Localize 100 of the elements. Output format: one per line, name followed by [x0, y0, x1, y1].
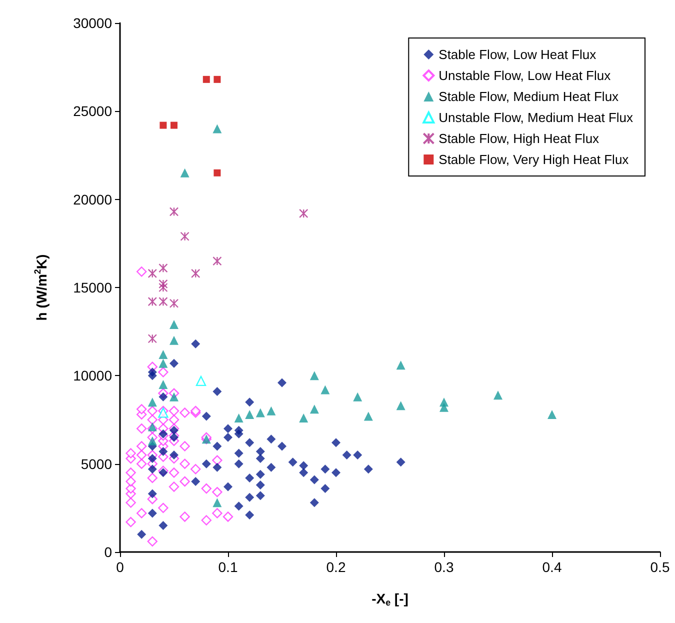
- point: [342, 450, 352, 460]
- point: [440, 402, 448, 412]
- point: [212, 442, 222, 451]
- y-tick-label: 15000: [73, 280, 112, 296]
- point: [256, 454, 265, 464]
- point: [320, 464, 330, 474]
- point: [245, 438, 254, 448]
- point: [288, 458, 298, 467]
- x-tick-label: 0.3: [434, 559, 454, 575]
- point: [158, 392, 168, 402]
- legend-label: Stable Flow, High Heat Flux: [438, 131, 600, 146]
- point: [299, 461, 308, 470]
- point: [224, 432, 232, 442]
- point: [278, 378, 286, 388]
- point: [158, 521, 168, 530]
- point: [245, 510, 254, 520]
- point: [202, 459, 211, 468]
- point: [364, 412, 373, 421]
- point: [158, 264, 168, 273]
- y-tick-label: 30000: [73, 15, 112, 31]
- point: [202, 412, 211, 421]
- point: [353, 392, 362, 402]
- x-tick-label: 0.5: [650, 559, 670, 575]
- point: [310, 475, 319, 484]
- point: [169, 207, 179, 216]
- point: [548, 410, 556, 419]
- point: [158, 468, 168, 478]
- y-axis-title: h (W/m2K): [32, 254, 50, 321]
- point: [191, 339, 200, 348]
- point: [364, 464, 373, 474]
- point: [256, 470, 265, 479]
- point: [170, 336, 178, 345]
- point: [158, 297, 168, 306]
- point: [494, 390, 502, 400]
- point: [310, 404, 319, 414]
- point: [158, 429, 168, 438]
- point: [396, 458, 406, 467]
- point: [299, 468, 308, 478]
- point: [191, 476, 200, 486]
- point: [245, 473, 254, 482]
- point: [180, 168, 190, 178]
- y-tick-label: 0: [104, 544, 112, 560]
- legend-label: Stable Flow, Medium Heat Flux: [438, 89, 620, 104]
- point: [170, 358, 178, 368]
- y-tick-label: 5000: [80, 456, 112, 472]
- point: [256, 480, 265, 490]
- point: [266, 462, 276, 472]
- point: [202, 76, 210, 83]
- point: [332, 468, 340, 478]
- point: [310, 371, 319, 380]
- point: [148, 464, 157, 474]
- point: [234, 502, 244, 511]
- y-tick-label: 25000: [73, 103, 112, 120]
- y-tick-label: 20000: [73, 191, 112, 208]
- x-tick-label: 0.1: [218, 559, 238, 575]
- point: [170, 392, 178, 402]
- point: [148, 508, 157, 518]
- point: [214, 169, 221, 176]
- point: [266, 406, 276, 416]
- point: [396, 360, 406, 370]
- point: [299, 208, 308, 218]
- point: [158, 380, 168, 389]
- point: [212, 462, 222, 472]
- point: [148, 454, 157, 464]
- point: [245, 410, 254, 419]
- legend-label: Stable Flow, Very High Heat Flux: [438, 152, 630, 167]
- point: [332, 438, 340, 448]
- point: [137, 530, 146, 539]
- point: [148, 268, 157, 278]
- point: [148, 436, 157, 446]
- point: [256, 491, 265, 500]
- point: [158, 350, 168, 360]
- point: [245, 492, 254, 502]
- point: [278, 442, 286, 451]
- point: [180, 232, 190, 241]
- point: [224, 424, 232, 434]
- point: [148, 398, 157, 407]
- point: [396, 401, 406, 410]
- legend-label: Stable Flow, Low Heat Flux: [438, 47, 597, 62]
- point: [299, 413, 308, 422]
- point: [158, 282, 168, 292]
- point: [234, 426, 244, 435]
- point: [212, 498, 222, 508]
- x-tick-label: 0: [116, 559, 124, 575]
- point: [148, 368, 157, 377]
- point: [234, 459, 244, 468]
- point: [212, 124, 222, 134]
- point: [148, 297, 157, 306]
- point: [191, 268, 200, 278]
- point: [196, 376, 206, 386]
- point: [353, 450, 362, 460]
- point: [148, 422, 157, 432]
- point: [148, 334, 157, 344]
- point: [158, 358, 168, 368]
- point: [148, 489, 157, 498]
- point: [214, 76, 221, 83]
- point: [170, 426, 178, 435]
- point: [212, 387, 222, 396]
- legend-label: Unstable Flow, Medium Heat Flux: [438, 110, 634, 125]
- point: [224, 482, 232, 492]
